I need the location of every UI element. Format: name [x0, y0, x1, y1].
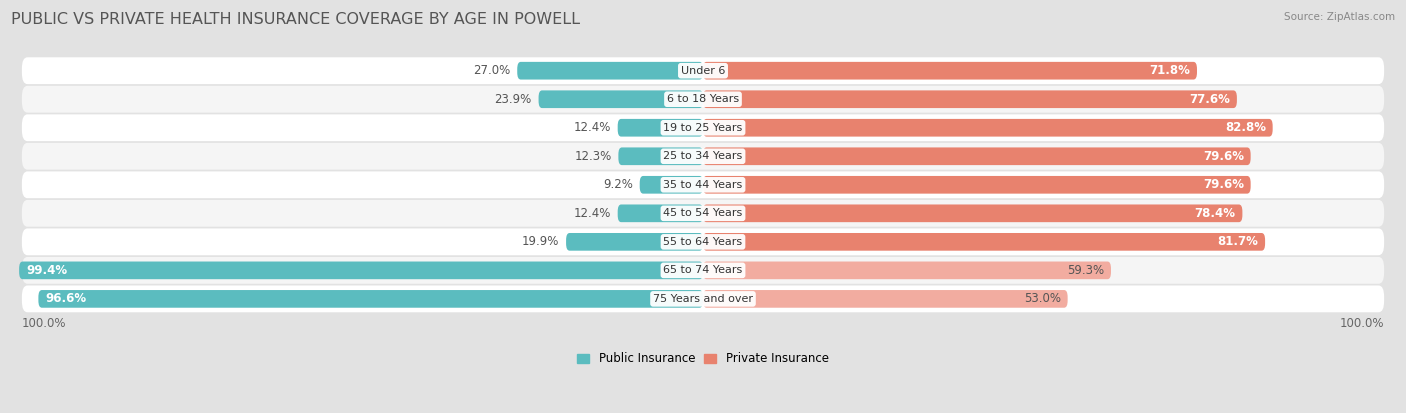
Text: 55 to 64 Years: 55 to 64 Years — [664, 237, 742, 247]
Text: 12.4%: 12.4% — [574, 207, 610, 220]
FancyBboxPatch shape — [538, 90, 703, 108]
FancyBboxPatch shape — [703, 261, 1111, 279]
Text: 45 to 54 Years: 45 to 54 Years — [664, 208, 742, 218]
Text: 79.6%: 79.6% — [1202, 178, 1244, 191]
FancyBboxPatch shape — [703, 119, 1272, 137]
Text: 96.6%: 96.6% — [45, 292, 86, 305]
FancyBboxPatch shape — [22, 200, 1384, 227]
Text: 19.9%: 19.9% — [522, 235, 560, 248]
FancyBboxPatch shape — [703, 90, 1237, 108]
FancyBboxPatch shape — [22, 57, 1384, 84]
Text: 78.4%: 78.4% — [1195, 207, 1236, 220]
Text: 6 to 18 Years: 6 to 18 Years — [666, 94, 740, 104]
Text: 35 to 44 Years: 35 to 44 Years — [664, 180, 742, 190]
Text: 23.9%: 23.9% — [495, 93, 531, 106]
Text: 100.0%: 100.0% — [22, 317, 66, 330]
Text: PUBLIC VS PRIVATE HEALTH INSURANCE COVERAGE BY AGE IN POWELL: PUBLIC VS PRIVATE HEALTH INSURANCE COVER… — [11, 12, 581, 27]
FancyBboxPatch shape — [640, 176, 703, 194]
Text: 81.7%: 81.7% — [1218, 235, 1258, 248]
FancyBboxPatch shape — [22, 171, 1384, 198]
FancyBboxPatch shape — [22, 86, 1384, 113]
Text: 25 to 34 Years: 25 to 34 Years — [664, 151, 742, 161]
FancyBboxPatch shape — [20, 261, 703, 279]
Text: 19 to 25 Years: 19 to 25 Years — [664, 123, 742, 133]
Text: 12.3%: 12.3% — [574, 150, 612, 163]
Text: Source: ZipAtlas.com: Source: ZipAtlas.com — [1284, 12, 1395, 22]
Text: 9.2%: 9.2% — [603, 178, 633, 191]
Text: 77.6%: 77.6% — [1189, 93, 1230, 106]
Text: 75 Years and over: 75 Years and over — [652, 294, 754, 304]
Text: 65 to 74 Years: 65 to 74 Years — [664, 266, 742, 275]
FancyBboxPatch shape — [22, 285, 1384, 312]
FancyBboxPatch shape — [703, 62, 1197, 80]
Text: 59.3%: 59.3% — [1067, 264, 1104, 277]
Text: 12.4%: 12.4% — [574, 121, 610, 134]
FancyBboxPatch shape — [22, 143, 1384, 170]
FancyBboxPatch shape — [22, 257, 1384, 284]
Text: 99.4%: 99.4% — [25, 264, 67, 277]
Text: 27.0%: 27.0% — [472, 64, 510, 77]
FancyBboxPatch shape — [617, 119, 703, 137]
FancyBboxPatch shape — [22, 114, 1384, 141]
Text: 71.8%: 71.8% — [1149, 64, 1189, 77]
FancyBboxPatch shape — [619, 147, 703, 165]
FancyBboxPatch shape — [517, 62, 703, 80]
FancyBboxPatch shape — [703, 204, 1243, 222]
FancyBboxPatch shape — [703, 290, 1067, 308]
FancyBboxPatch shape — [617, 204, 703, 222]
FancyBboxPatch shape — [38, 290, 703, 308]
FancyBboxPatch shape — [703, 233, 1265, 251]
Text: 79.6%: 79.6% — [1202, 150, 1244, 163]
Text: 82.8%: 82.8% — [1225, 121, 1265, 134]
Text: 100.0%: 100.0% — [1340, 317, 1384, 330]
Legend: Public Insurance, Private Insurance: Public Insurance, Private Insurance — [572, 347, 834, 370]
Text: 53.0%: 53.0% — [1024, 292, 1060, 305]
Text: Under 6: Under 6 — [681, 66, 725, 76]
FancyBboxPatch shape — [703, 176, 1251, 194]
FancyBboxPatch shape — [703, 147, 1251, 165]
FancyBboxPatch shape — [22, 228, 1384, 255]
FancyBboxPatch shape — [567, 233, 703, 251]
